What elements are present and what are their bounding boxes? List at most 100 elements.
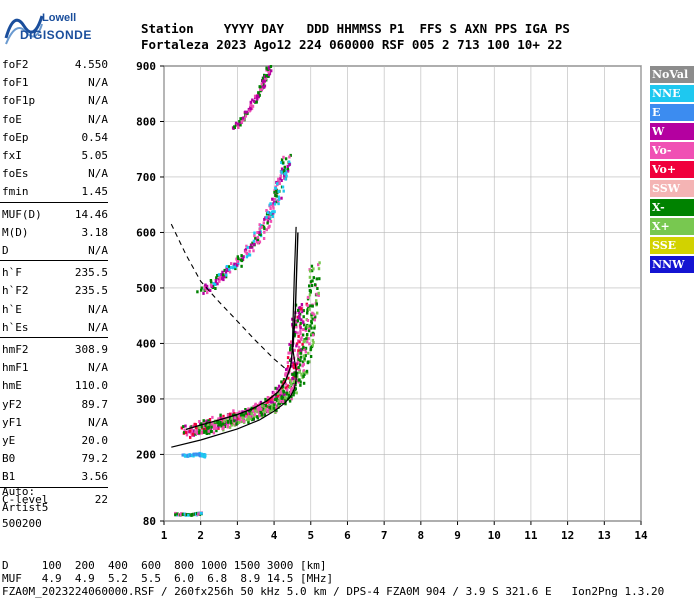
param-value: 235.5	[74, 284, 108, 298]
multihop-echo	[258, 227, 262, 231]
x-mode-echo	[247, 415, 250, 419]
o-mode-echo	[233, 412, 236, 415]
x-mode-echo	[314, 283, 317, 287]
x-mode-echo	[299, 355, 303, 359]
o-mode-echo	[183, 431, 186, 435]
x-mode-echo	[207, 429, 210, 433]
x-mode-echo	[210, 425, 213, 429]
x-mode-echo	[216, 419, 219, 423]
param-hmf2: hmF2 308.9	[2, 343, 108, 358]
high-echo	[231, 126, 235, 130]
o-mode-echo	[222, 414, 225, 418]
o-mode-echo	[195, 430, 198, 434]
x-mode-echo	[308, 307, 311, 311]
multihop-echo	[287, 160, 291, 164]
x-mode-echo	[315, 277, 318, 281]
auto-code: 500200	[2, 517, 42, 530]
x-mode-echo	[271, 406, 274, 410]
x-mode-echo	[275, 397, 279, 401]
x-mode-echo	[251, 418, 254, 422]
param-label: yF2	[2, 397, 22, 411]
multihop-echo	[282, 161, 285, 165]
multihop-echo	[286, 164, 289, 168]
param-value: N/A	[88, 76, 108, 90]
x-mode-echo	[273, 403, 276, 407]
x-tick-label: 9	[454, 529, 461, 542]
y-tick-label: 500	[136, 282, 156, 295]
multihop-echo	[200, 288, 203, 292]
x-mode-echo	[305, 337, 308, 341]
param-value: 79.2	[81, 452, 109, 466]
multihop-echo	[263, 230, 266, 234]
multihop-echo	[232, 266, 235, 270]
low-echo	[191, 453, 194, 457]
o-mode-echo	[190, 429, 193, 433]
o-mode-echo	[280, 380, 283, 384]
x-mode-echo	[302, 374, 305, 378]
o-mode-echo	[194, 426, 198, 430]
o-mode-echo	[249, 415, 252, 418]
x-mode-echo	[318, 277, 321, 281]
multihop-echo	[282, 169, 286, 172]
o-mode-echo	[303, 323, 306, 327]
high-echo	[266, 69, 270, 73]
high-echo	[233, 125, 236, 129]
x-mode-echo	[307, 329, 311, 333]
x-mode-echo	[290, 381, 293, 385]
x-mode-echo	[221, 422, 225, 426]
x-mode-echo	[306, 340, 309, 344]
param-label: fmin	[2, 185, 29, 199]
multihop-echo	[245, 251, 248, 255]
x-mode-echo	[202, 424, 206, 428]
x-mode-echo	[290, 395, 293, 399]
multihop-echo	[248, 249, 251, 253]
multihop-echo	[202, 291, 205, 295]
x-mode-echo	[279, 400, 282, 404]
multihop-echo	[277, 195, 280, 199]
o-mode-echo	[286, 384, 289, 388]
o-mode-echo	[226, 413, 230, 417]
x-mode-echo	[317, 267, 321, 271]
x-mode-echo	[240, 413, 243, 416]
high-echo	[254, 100, 257, 104]
multihop-echo	[259, 233, 262, 237]
x-mode-echo	[226, 425, 229, 429]
o-mode-echo	[292, 375, 295, 379]
x-mode-echo	[270, 408, 274, 412]
o-mode-echo	[291, 377, 294, 380]
param-label: hmE	[2, 379, 22, 393]
o-mode-echo	[293, 371, 296, 375]
x-mode-echo	[306, 333, 309, 336]
param-value: 0.54	[81, 130, 109, 144]
param-value: 3.56	[81, 470, 109, 484]
high-echo	[261, 84, 264, 88]
param-label: yE	[2, 434, 16, 447]
multihop-echo	[245, 255, 249, 259]
o-mode-echo	[254, 402, 257, 406]
multihop-echo	[268, 214, 271, 218]
o-mode-echo	[188, 429, 192, 433]
multihop-echo	[273, 198, 276, 201]
param-label: h`F	[2, 266, 22, 280]
x-mode-echo	[313, 313, 316, 317]
multihop-echo	[204, 283, 207, 287]
x-mode-echo	[258, 405, 261, 409]
multihop-echo	[223, 275, 226, 279]
logo-wave-icon	[4, 15, 44, 45]
x-mode-echo	[302, 362, 305, 366]
multihop-echo	[242, 255, 245, 259]
x-mode-echo	[306, 311, 309, 315]
o-mode-echo	[191, 424, 195, 428]
o-mode-echo	[299, 326, 302, 330]
x-mode-echo	[302, 345, 305, 349]
multihop-echo	[280, 167, 284, 171]
x-mode-echo	[252, 417, 255, 421]
x-mode-echo	[302, 340, 305, 343]
x-mode-echo	[292, 393, 295, 397]
autoscaling-info: Auto: Artist5 500200	[2, 484, 48, 532]
x-mode-echo	[298, 367, 301, 371]
x-mode-echo	[210, 421, 214, 425]
multihop-echo	[255, 240, 258, 244]
multihop-echo	[269, 212, 272, 216]
